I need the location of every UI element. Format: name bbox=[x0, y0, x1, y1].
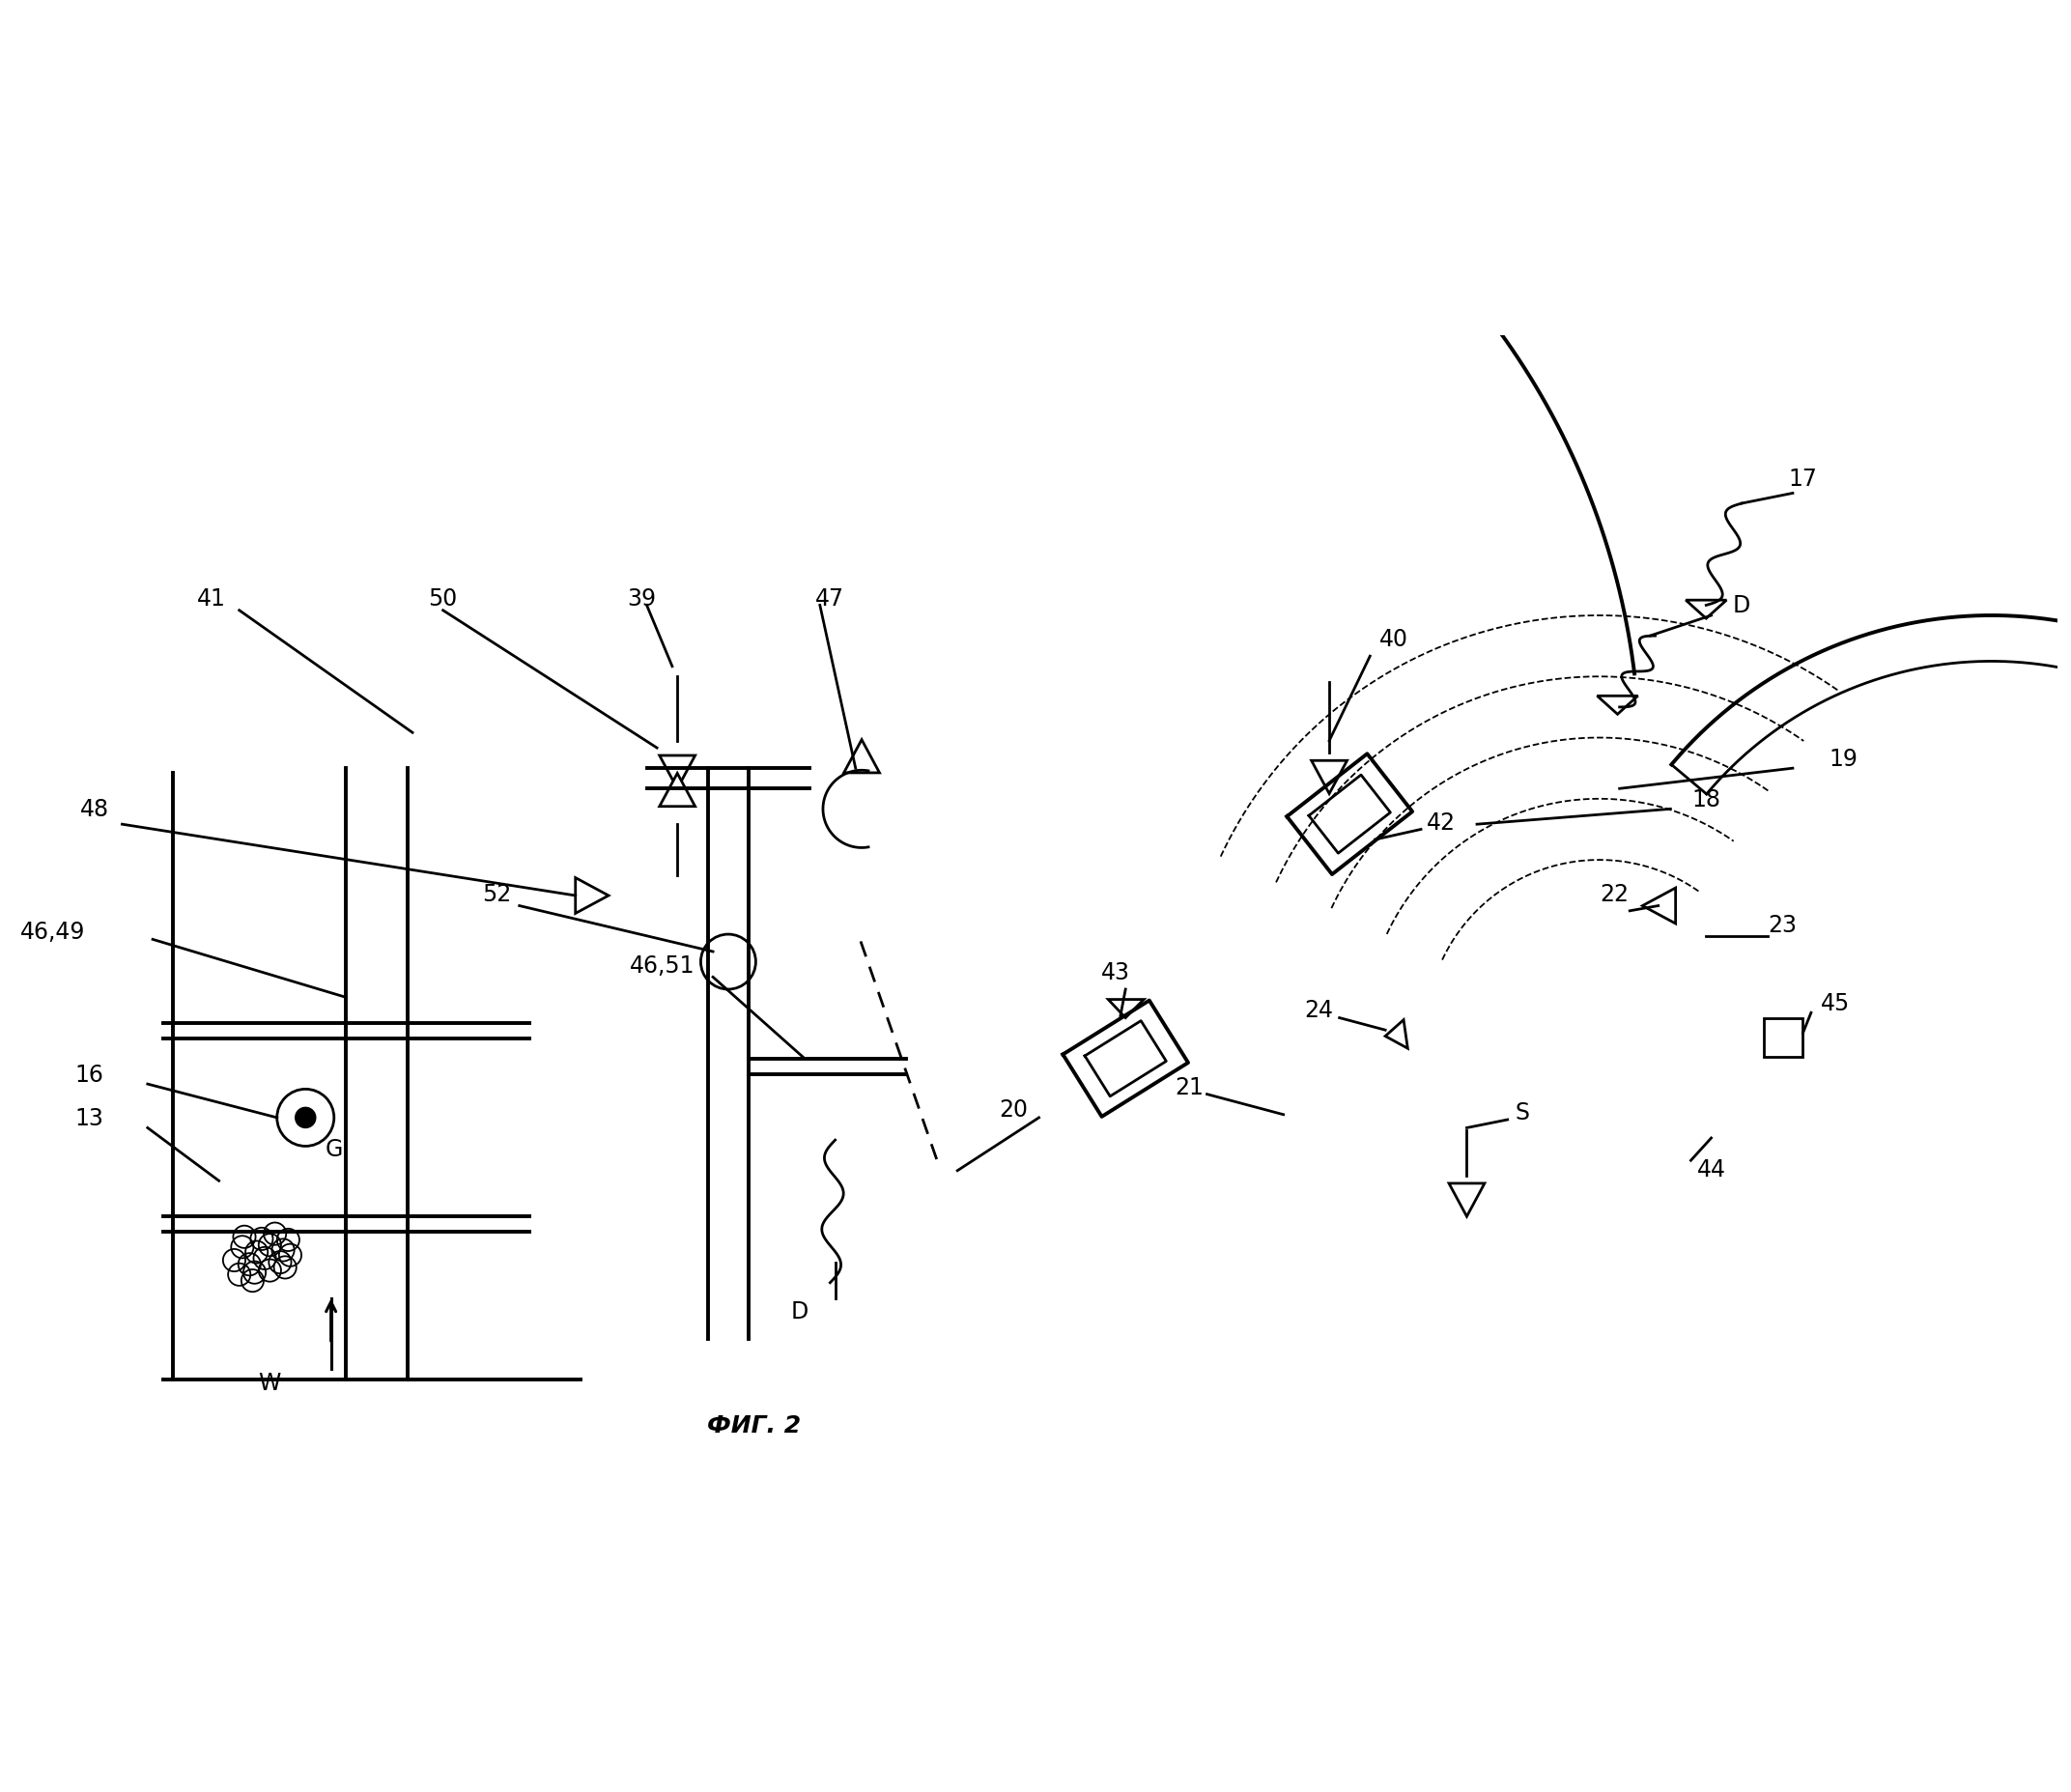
Text: 40: 40 bbox=[1379, 627, 1408, 650]
Text: 50: 50 bbox=[429, 588, 458, 611]
Text: 39: 39 bbox=[628, 588, 657, 611]
Polygon shape bbox=[1311, 762, 1346, 794]
Text: 19: 19 bbox=[1829, 747, 1858, 771]
Text: 47: 47 bbox=[816, 588, 845, 611]
Text: D: D bbox=[1733, 595, 1750, 618]
Text: 52: 52 bbox=[483, 882, 512, 905]
Text: 18: 18 bbox=[1692, 788, 1721, 810]
Text: 46,49: 46,49 bbox=[21, 919, 85, 943]
Polygon shape bbox=[659, 774, 696, 806]
Text: 48: 48 bbox=[81, 797, 110, 821]
Polygon shape bbox=[659, 756, 696, 788]
Polygon shape bbox=[1686, 600, 1727, 618]
Text: 24: 24 bbox=[1305, 998, 1334, 1021]
Text: 44: 44 bbox=[1696, 1158, 1725, 1181]
Text: 43: 43 bbox=[1102, 961, 1131, 984]
Polygon shape bbox=[1642, 889, 1675, 925]
Text: G: G bbox=[325, 1136, 344, 1159]
Polygon shape bbox=[1385, 1020, 1408, 1048]
Circle shape bbox=[296, 1107, 315, 1129]
Text: 23: 23 bbox=[1769, 912, 1798, 935]
Text: S: S bbox=[1516, 1100, 1530, 1124]
Text: D: D bbox=[791, 1299, 808, 1322]
Text: 42: 42 bbox=[1427, 812, 1456, 835]
Polygon shape bbox=[1597, 697, 1638, 715]
Text: W: W bbox=[259, 1371, 282, 1394]
Polygon shape bbox=[576, 878, 609, 914]
Polygon shape bbox=[1108, 1000, 1143, 1018]
FancyBboxPatch shape bbox=[1764, 1018, 1804, 1057]
Text: 22: 22 bbox=[1601, 882, 1630, 905]
Polygon shape bbox=[1450, 1185, 1485, 1217]
Text: 45: 45 bbox=[1820, 991, 1849, 1014]
Text: 13: 13 bbox=[75, 1106, 104, 1129]
Text: 16: 16 bbox=[75, 1063, 104, 1086]
Text: 21: 21 bbox=[1174, 1075, 1203, 1098]
Text: 41: 41 bbox=[197, 588, 226, 611]
Polygon shape bbox=[843, 740, 880, 774]
Text: 17: 17 bbox=[1789, 468, 1818, 491]
Text: ФИГ. 2: ФИГ. 2 bbox=[706, 1414, 801, 1437]
Text: 20: 20 bbox=[998, 1098, 1027, 1122]
Text: 46,51: 46,51 bbox=[630, 953, 694, 977]
